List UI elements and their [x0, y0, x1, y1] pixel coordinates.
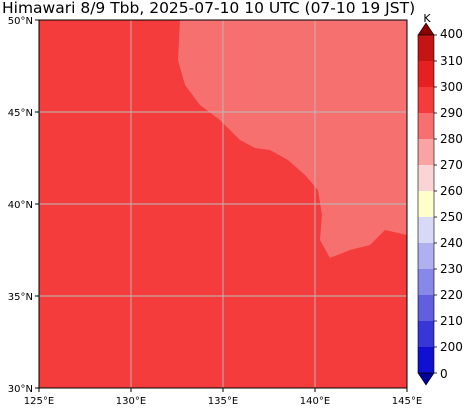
colorbar-extend-min [417, 372, 435, 386]
map-gridlines [39, 20, 407, 388]
colorbar: 400 310 300 290 280 270 260 250 240 230 220 210 200 0 [417, 22, 463, 386]
colorbar-band [418, 295, 434, 322]
colorbar-band [418, 347, 434, 374]
colorbar-tick-label: 290 [440, 106, 463, 120]
colorbar-band [418, 139, 434, 166]
colorbar-band [418, 191, 434, 218]
colorbar-tick-label: 270 [440, 158, 463, 172]
colorbar-band [418, 217, 434, 244]
colorbar-band [418, 35, 434, 62]
colorbar-tick-label: 230 [440, 262, 463, 276]
colorbar-tick-label: 210 [440, 314, 463, 328]
colorbar-tick-label: 240 [440, 236, 463, 250]
colorbar-tick-label: 260 [440, 184, 463, 198]
colorbar-tick-label: 200 [440, 340, 463, 354]
axis-ticks [35, 19, 408, 392]
colorbar-unit: K [423, 12, 431, 25]
y-tick-label: 30°N [8, 384, 33, 395]
colorbar-tick-label: 250 [440, 210, 463, 224]
y-tick-label: 50°N [8, 16, 33, 27]
field-northeast-280k [178, 20, 407, 258]
colorbar-tick-label: 220 [440, 288, 463, 302]
y-tick-label: 35°N [8, 292, 33, 303]
colorbar-tick-label: 400 [440, 27, 463, 41]
map-title: Himawari 8/9 Tbb, 2025-07-10 10 UTC (07-… [2, 0, 416, 17]
colorbar-band [418, 243, 434, 270]
colorbar-band [418, 165, 434, 192]
y-axis-labels: 50°N 45°N 40°N 35°N 30°N [8, 16, 33, 395]
colorbar-tick-label: 0 [440, 367, 448, 381]
x-axis-labels: 125°E 130°E 135°E 140°E 145°E [24, 396, 422, 407]
colorbar-band [418, 321, 434, 348]
x-tick-label: 140°E [300, 396, 330, 407]
x-tick-label: 135°E [208, 396, 238, 407]
colorbar-band [418, 113, 434, 140]
colorbar-band [418, 61, 434, 88]
x-tick-label: 145°E [392, 396, 422, 407]
colorbar-outline [417, 34, 435, 374]
x-tick-label: 125°E [24, 396, 54, 407]
colorbar-tick-label: 310 [440, 54, 463, 68]
colorbar-tick-label: 300 [440, 80, 463, 94]
y-tick-label: 40°N [8, 200, 33, 211]
colorbar-band [418, 87, 434, 114]
x-tick-label: 130°E [116, 396, 146, 407]
colorbar-band [418, 269, 434, 296]
y-tick-label: 45°N [8, 108, 33, 119]
colorbar-tick-label: 280 [440, 132, 463, 146]
